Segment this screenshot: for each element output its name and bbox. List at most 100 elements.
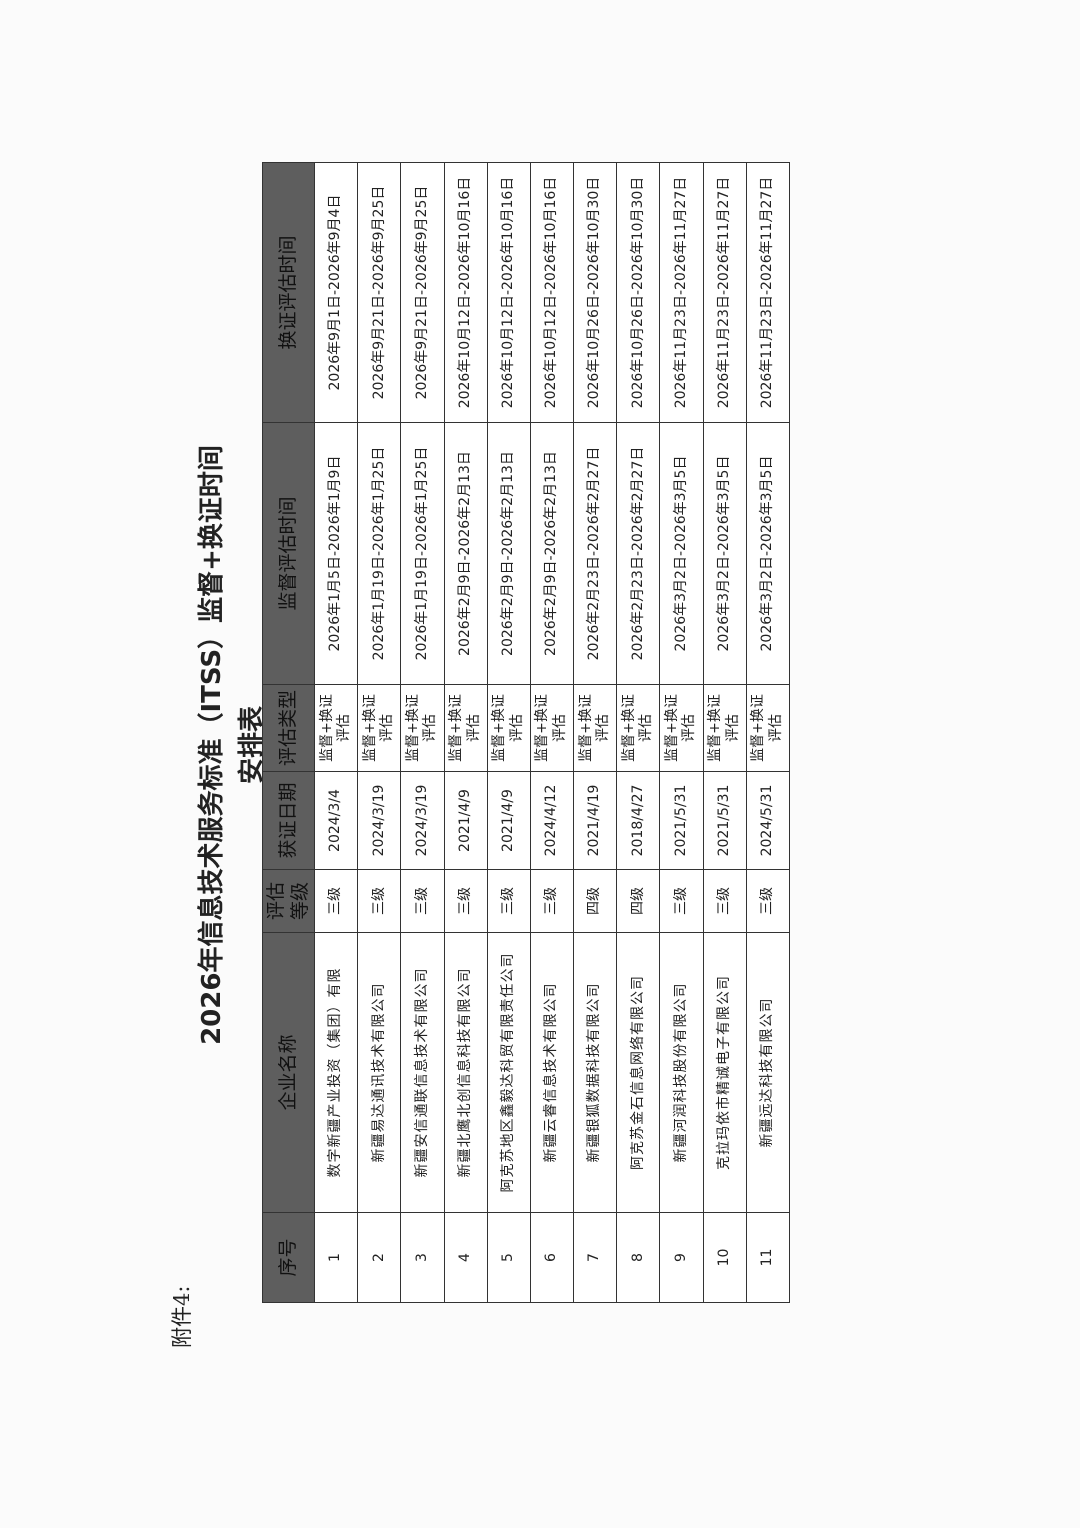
cell-level: 四级 (616, 869, 660, 933)
cell-supervision-time: 2026年2月9日-2026年2月13日 (444, 422, 488, 685)
cell-supervision-time: 2026年2月9日-2026年2月13日 (487, 422, 531, 685)
cell-company-name: 阿克苏地区鑫毅达科贸有限责任公司 (487, 932, 531, 1213)
cell-renewal-time: 2026年11月23日-2026年11月27日 (746, 162, 790, 423)
cell-supervision-time: 2026年3月2日-2026年3月5日 (703, 422, 747, 685)
table-row: 2 新疆易达通讯技术有限公司 三级 2024/3/19 监督+换证评估 2026年1月19… (357, 162, 401, 1303)
table-row: 1 数字新疆产业投资（集团）有限 三级 2024/3/4 监督+换证评估 2026年1月5… (314, 162, 358, 1303)
header-supervision-time: 监督评估时间 (262, 422, 315, 685)
cell-supervision-time: 2026年2月23日-2026年2月27日 (616, 422, 660, 685)
cell-type: 监督+换证评估 (530, 684, 574, 772)
cell-index: 7 (573, 1212, 617, 1303)
header-type: 评估类型 (262, 684, 315, 772)
cell-level: 三级 (314, 869, 358, 933)
cell-renewal-time: 2026年10月12日-2026年10月16日 (530, 162, 574, 423)
cell-index: 11 (746, 1212, 790, 1303)
cell-company-name: 阿克苏金石信息网络有限公司 (616, 932, 660, 1213)
cell-supervision-time: 2026年2月9日-2026年2月13日 (530, 422, 574, 685)
cell-renewal-time: 2026年10月26日-2026年10月30日 (573, 162, 617, 423)
header-renewal-time: 换证评估时间 (262, 162, 315, 423)
cell-company-name: 新疆易达通讯技术有限公司 (357, 932, 401, 1213)
cell-renewal-time: 2026年9月1日-2026年9月4日 (314, 162, 358, 423)
table-row: 8 阿克苏金石信息网络有限公司 四级 2018/4/27 监督+换证评估 2026年2月2… (616, 162, 660, 1303)
cell-cert-date: 2021/4/19 (573, 771, 617, 870)
cell-cert-date: 2024/3/19 (400, 771, 445, 870)
cell-company-name: 新疆远达科技有限公司 (746, 932, 790, 1213)
cell-type: 监督+换证评估 (703, 684, 747, 772)
cell-index: 8 (616, 1212, 660, 1303)
table-header-row: 序号 企业名称 评估等级 获证日期 评估类型 监督评估时间 换证评估时间 (262, 162, 315, 1303)
cell-type: 监督+换证评估 (314, 684, 358, 772)
cell-cert-date: 2021/4/9 (487, 771, 531, 870)
cell-cert-date: 2024/3/19 (357, 771, 401, 870)
cell-cert-date: 2024/3/4 (314, 771, 358, 870)
cell-renewal-time: 2026年11月23日-2026年11月27日 (659, 162, 704, 423)
cell-company-name: 数字新疆产业投资（集团）有限 (314, 932, 358, 1213)
document-title: 2026年信息技术服务标准（ITSS）监督+换证时间安排表 (197, 445, 267, 1045)
cell-company-name: 新疆云睿信息技术有限公司 (530, 932, 574, 1213)
cell-index: 5 (487, 1212, 531, 1303)
cell-index: 2 (357, 1212, 401, 1303)
cell-type: 监督+换证评估 (746, 684, 790, 772)
cell-renewal-time: 2026年9月21日-2026年9月25日 (400, 162, 445, 423)
cell-supervision-time: 2026年3月2日-2026年3月5日 (746, 422, 790, 685)
cell-supervision-time: 2026年1月19日-2026年1月25日 (357, 422, 401, 685)
cell-level: 四级 (573, 869, 617, 933)
cell-level: 三级 (487, 869, 531, 933)
cell-level: 三级 (703, 869, 747, 933)
cell-renewal-time: 2026年10月12日-2026年10月16日 (487, 162, 531, 423)
cell-supervision-time: 2026年1月5日-2026年1月9日 (314, 422, 358, 685)
header-cert-date: 获证日期 (262, 771, 315, 870)
header-company-name: 企业名称 (262, 932, 315, 1213)
attachment-label: 附件4: (170, 1285, 194, 1348)
header-level: 评估等级 (262, 869, 315, 933)
cell-index: 4 (444, 1212, 488, 1303)
table-row: 10 克拉玛依市精诚电子有限公司 三级 2021/5/31 监督+换证评估 2026年3月… (703, 162, 747, 1303)
cell-level: 三级 (659, 869, 704, 933)
cell-company-name: 新疆北鹰北创信息科技有限公司 (444, 932, 488, 1213)
cell-company-name: 新疆银狐数据科技有限公司 (573, 932, 617, 1213)
cell-company-name: 新疆河润科技股份有限公司 (659, 932, 704, 1213)
cell-level: 三级 (746, 869, 790, 933)
cell-type: 监督+换证评估 (400, 684, 445, 772)
cell-supervision-time: 2026年1月19日-2026年1月25日 (400, 422, 445, 685)
cell-level: 三级 (357, 869, 401, 933)
cell-cert-date: 2021/5/31 (703, 771, 747, 870)
table-row: 3 新疆安信通联信息技术有限公司 三级 2024/3/19 监督+换证评估 2026年1月… (400, 162, 445, 1303)
table-row: 9 新疆河润科技股份有限公司 三级 2021/5/31 监督+换证评估 2026年3月2日… (659, 162, 704, 1303)
cell-index: 6 (530, 1212, 574, 1303)
cell-type: 监督+换证评估 (573, 684, 617, 772)
cell-company-name: 新疆安信通联信息技术有限公司 (400, 932, 445, 1213)
cell-index: 1 (314, 1212, 358, 1303)
cell-cert-date: 2021/4/9 (444, 771, 488, 870)
cell-level: 三级 (400, 869, 445, 933)
cell-cert-date: 2024/5/31 (746, 771, 790, 870)
schedule-table-wrapper: 序号 企业名称 评估等级 获证日期 评估类型 监督评估时间 换证评估时间 1 数字新疆产业投资… (262, 162, 790, 1303)
table-row: 4 新疆北鹰北创信息科技有限公司 三级 2021/4/9 监督+换证评估 2026年2月9… (444, 162, 488, 1303)
cell-cert-date: 2024/4/12 (530, 771, 574, 870)
cell-company-name: 克拉玛依市精诚电子有限公司 (703, 932, 747, 1213)
cell-type: 监督+换证评估 (659, 684, 704, 772)
table-row: 7 新疆银狐数据科技有限公司 四级 2021/4/19 监督+换证评估 2026年2月23… (573, 162, 617, 1303)
schedule-table: 序号 企业名称 评估等级 获证日期 评估类型 监督评估时间 换证评估时间 1 数字新疆产业投资… (262, 162, 790, 1303)
cell-renewal-time: 2026年9月21日-2026年9月25日 (357, 162, 401, 423)
cell-renewal-time: 2026年11月23日-2026年11月27日 (703, 162, 747, 423)
cell-supervision-time: 2026年3月2日-2026年3月5日 (659, 422, 704, 685)
cell-index: 3 (400, 1212, 445, 1303)
table-row: 5 阿克苏地区鑫毅达科贸有限责任公司 三级 2021/4/9 监督+换证评估 2026年2… (487, 162, 531, 1303)
cell-level: 三级 (530, 869, 574, 933)
cell-renewal-time: 2026年10月12日-2026年10月16日 (444, 162, 488, 423)
table-row: 11 新疆远达科技有限公司 三级 2024/5/31 监督+换证评估 2026年3月2日-… (746, 162, 790, 1303)
cell-index: 10 (703, 1212, 747, 1303)
cell-index: 9 (659, 1212, 704, 1303)
cell-type: 监督+换证评估 (616, 684, 660, 772)
table-row: 6 新疆云睿信息技术有限公司 三级 2024/4/12 监督+换证评估 2026年2月9日… (530, 162, 574, 1303)
cell-type: 监督+换证评估 (487, 684, 531, 772)
cell-cert-date: 2018/4/27 (616, 771, 660, 870)
cell-level: 三级 (444, 869, 488, 933)
cell-renewal-time: 2026年10月26日-2026年10月30日 (616, 162, 660, 423)
header-index: 序号 (262, 1212, 315, 1303)
cell-supervision-time: 2026年2月23日-2026年2月27日 (573, 422, 617, 685)
cell-cert-date: 2021/5/31 (659, 771, 704, 870)
cell-type: 监督+换证评估 (357, 684, 401, 772)
cell-type: 监督+换证评估 (444, 684, 488, 772)
